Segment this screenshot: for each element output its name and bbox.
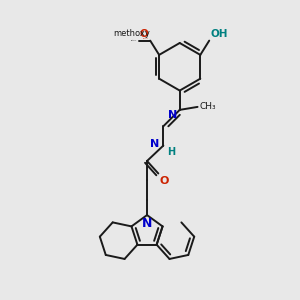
Text: methoxy: methoxy	[131, 40, 137, 41]
Text: methoxy: methoxy	[113, 29, 150, 38]
Text: N: N	[168, 110, 178, 120]
Text: methoxy: methoxy	[142, 38, 149, 39]
Text: N: N	[142, 217, 152, 230]
Text: OH: OH	[211, 29, 228, 39]
Text: N: N	[150, 139, 159, 149]
Text: O: O	[140, 29, 149, 39]
Text: O: O	[160, 176, 169, 186]
Text: H: H	[167, 147, 175, 157]
Text: CH₃: CH₃	[199, 102, 216, 111]
